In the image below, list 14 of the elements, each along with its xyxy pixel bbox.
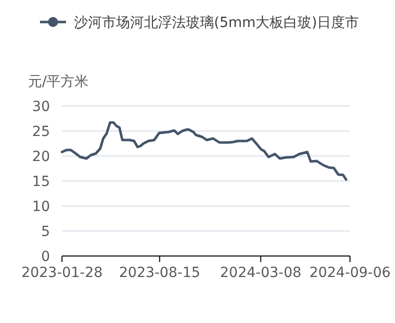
y-tick-label: 5 <box>41 224 50 240</box>
y-axis-title: 元/平方米 <box>28 74 89 90</box>
y-tick-label: 15 <box>32 174 50 190</box>
y-tick-label: 0 <box>41 249 50 265</box>
x-tick-label: 2023-01-28 <box>21 265 103 281</box>
x-tick-label: 2023-08-15 <box>118 265 200 281</box>
y-tick-label: 25 <box>32 124 50 140</box>
x-tick-label: 2024-03-08 <box>220 265 302 281</box>
y-tick-label: 20 <box>32 149 50 165</box>
x-tick-label: 2024-09-06 <box>309 265 391 281</box>
line-series <box>60 121 348 181</box>
y-tick-label: 30 <box>32 99 50 115</box>
y-tick-label: 10 <box>32 199 50 215</box>
legend-label: 沙河市场河北浮法玻璃(5mm大板白玻)日度市 <box>74 15 360 31</box>
